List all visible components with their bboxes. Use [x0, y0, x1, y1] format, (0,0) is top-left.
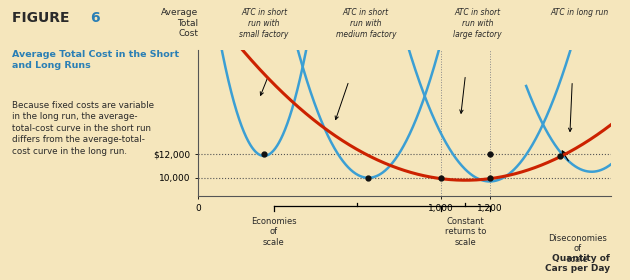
Text: Average
Total
Cost: Average Total Cost	[161, 8, 198, 38]
Text: Economies
of
scale: Economies of scale	[251, 217, 297, 247]
Text: 6: 6	[90, 11, 100, 25]
Text: ATC in long run: ATC in long run	[551, 8, 609, 17]
Text: Diseconomies
of
scale: Diseconomies of scale	[547, 234, 607, 263]
Text: ATC in short
run with
large factory: ATC in short run with large factory	[453, 8, 502, 39]
Text: ATC in short
run with
small factory: ATC in short run with small factory	[239, 8, 289, 39]
Text: FIGURE: FIGURE	[12, 11, 74, 25]
Text: Because fixed costs are variable
in the long run, the average-
total-cost curve : Because fixed costs are variable in the …	[12, 101, 154, 156]
Text: Average Total Cost in the Short
and Long Runs: Average Total Cost in the Short and Long…	[12, 50, 179, 71]
Text: ATC in short
run with
medium factory: ATC in short run with medium factory	[336, 8, 396, 39]
Text: Quantity of
Cars per Day: Quantity of Cars per Day	[545, 254, 610, 273]
Text: Constant
returns to
scale: Constant returns to scale	[445, 217, 486, 247]
